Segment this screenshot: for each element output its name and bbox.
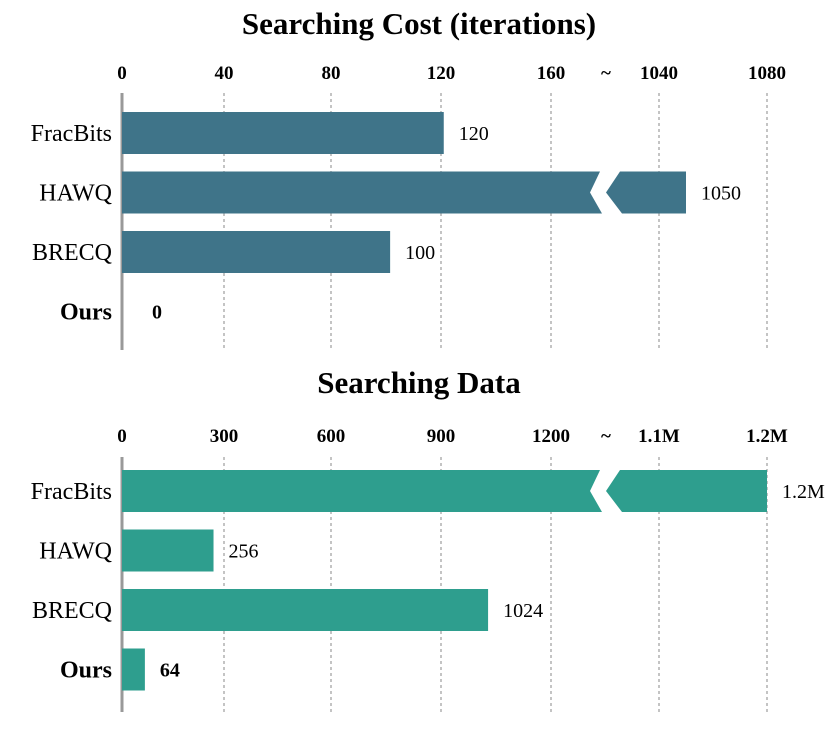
chart-searching-data: Searching Data 0 300 600 900 1200 1.1M 1.2M ~ Fra… [31,365,825,712]
data-label: 1050 [701,183,741,205]
category-label: HAWQ [39,181,112,207]
x-tick-label: 0 [117,426,127,447]
x-tick-label: 1.2M [746,426,788,447]
bar [122,648,145,691]
category-label: Ours [60,300,112,326]
chart-title: Searching Cost (iterations) [242,6,596,41]
data-label: 0 [152,302,162,324]
x-tick-label: 0 [117,63,127,84]
bar [122,231,391,273]
x-tick-label: 900 [427,426,456,447]
data-label: 100 [405,242,435,264]
x-tick-label: 300 [210,426,239,447]
data-label: 64 [160,660,180,682]
data-label: 256 [229,541,259,563]
bar [122,529,214,572]
axis-break-symbol: ~ [601,63,611,84]
x-tick-label: 40 [215,63,234,84]
bar-break-mark [590,470,622,512]
x-tick-label: 1200 [532,426,570,447]
x-tick-label: 1080 [748,63,786,84]
category-label: FracBits [31,479,112,505]
x-tick-label: 1040 [640,63,678,84]
category-label: FracBits [31,121,112,147]
x-tick-label: 160 [537,63,566,84]
data-label: 1024 [503,600,543,622]
data-label: 1.2M [782,481,825,503]
bar [122,470,767,512]
x-tick-label: 1.1M [638,426,680,447]
category-label: BRECQ [32,240,112,266]
category-label: HAWQ [39,539,112,565]
chart-title: Searching Data [317,365,521,400]
chart-searching-cost: Searching Cost (iterations) 0 40 80 120 160 10… [31,6,786,350]
x-tick-label: 600 [317,426,346,447]
category-label: BRECQ [32,598,112,624]
bar [122,112,444,154]
x-tick-label: 120 [427,63,456,84]
x-tick-label: 80 [322,63,341,84]
data-label: 120 [459,123,489,145]
category-label: Ours [60,658,112,684]
bar [122,589,489,631]
axis-break-symbol: ~ [601,426,611,447]
bar-break-mark [590,171,622,214]
